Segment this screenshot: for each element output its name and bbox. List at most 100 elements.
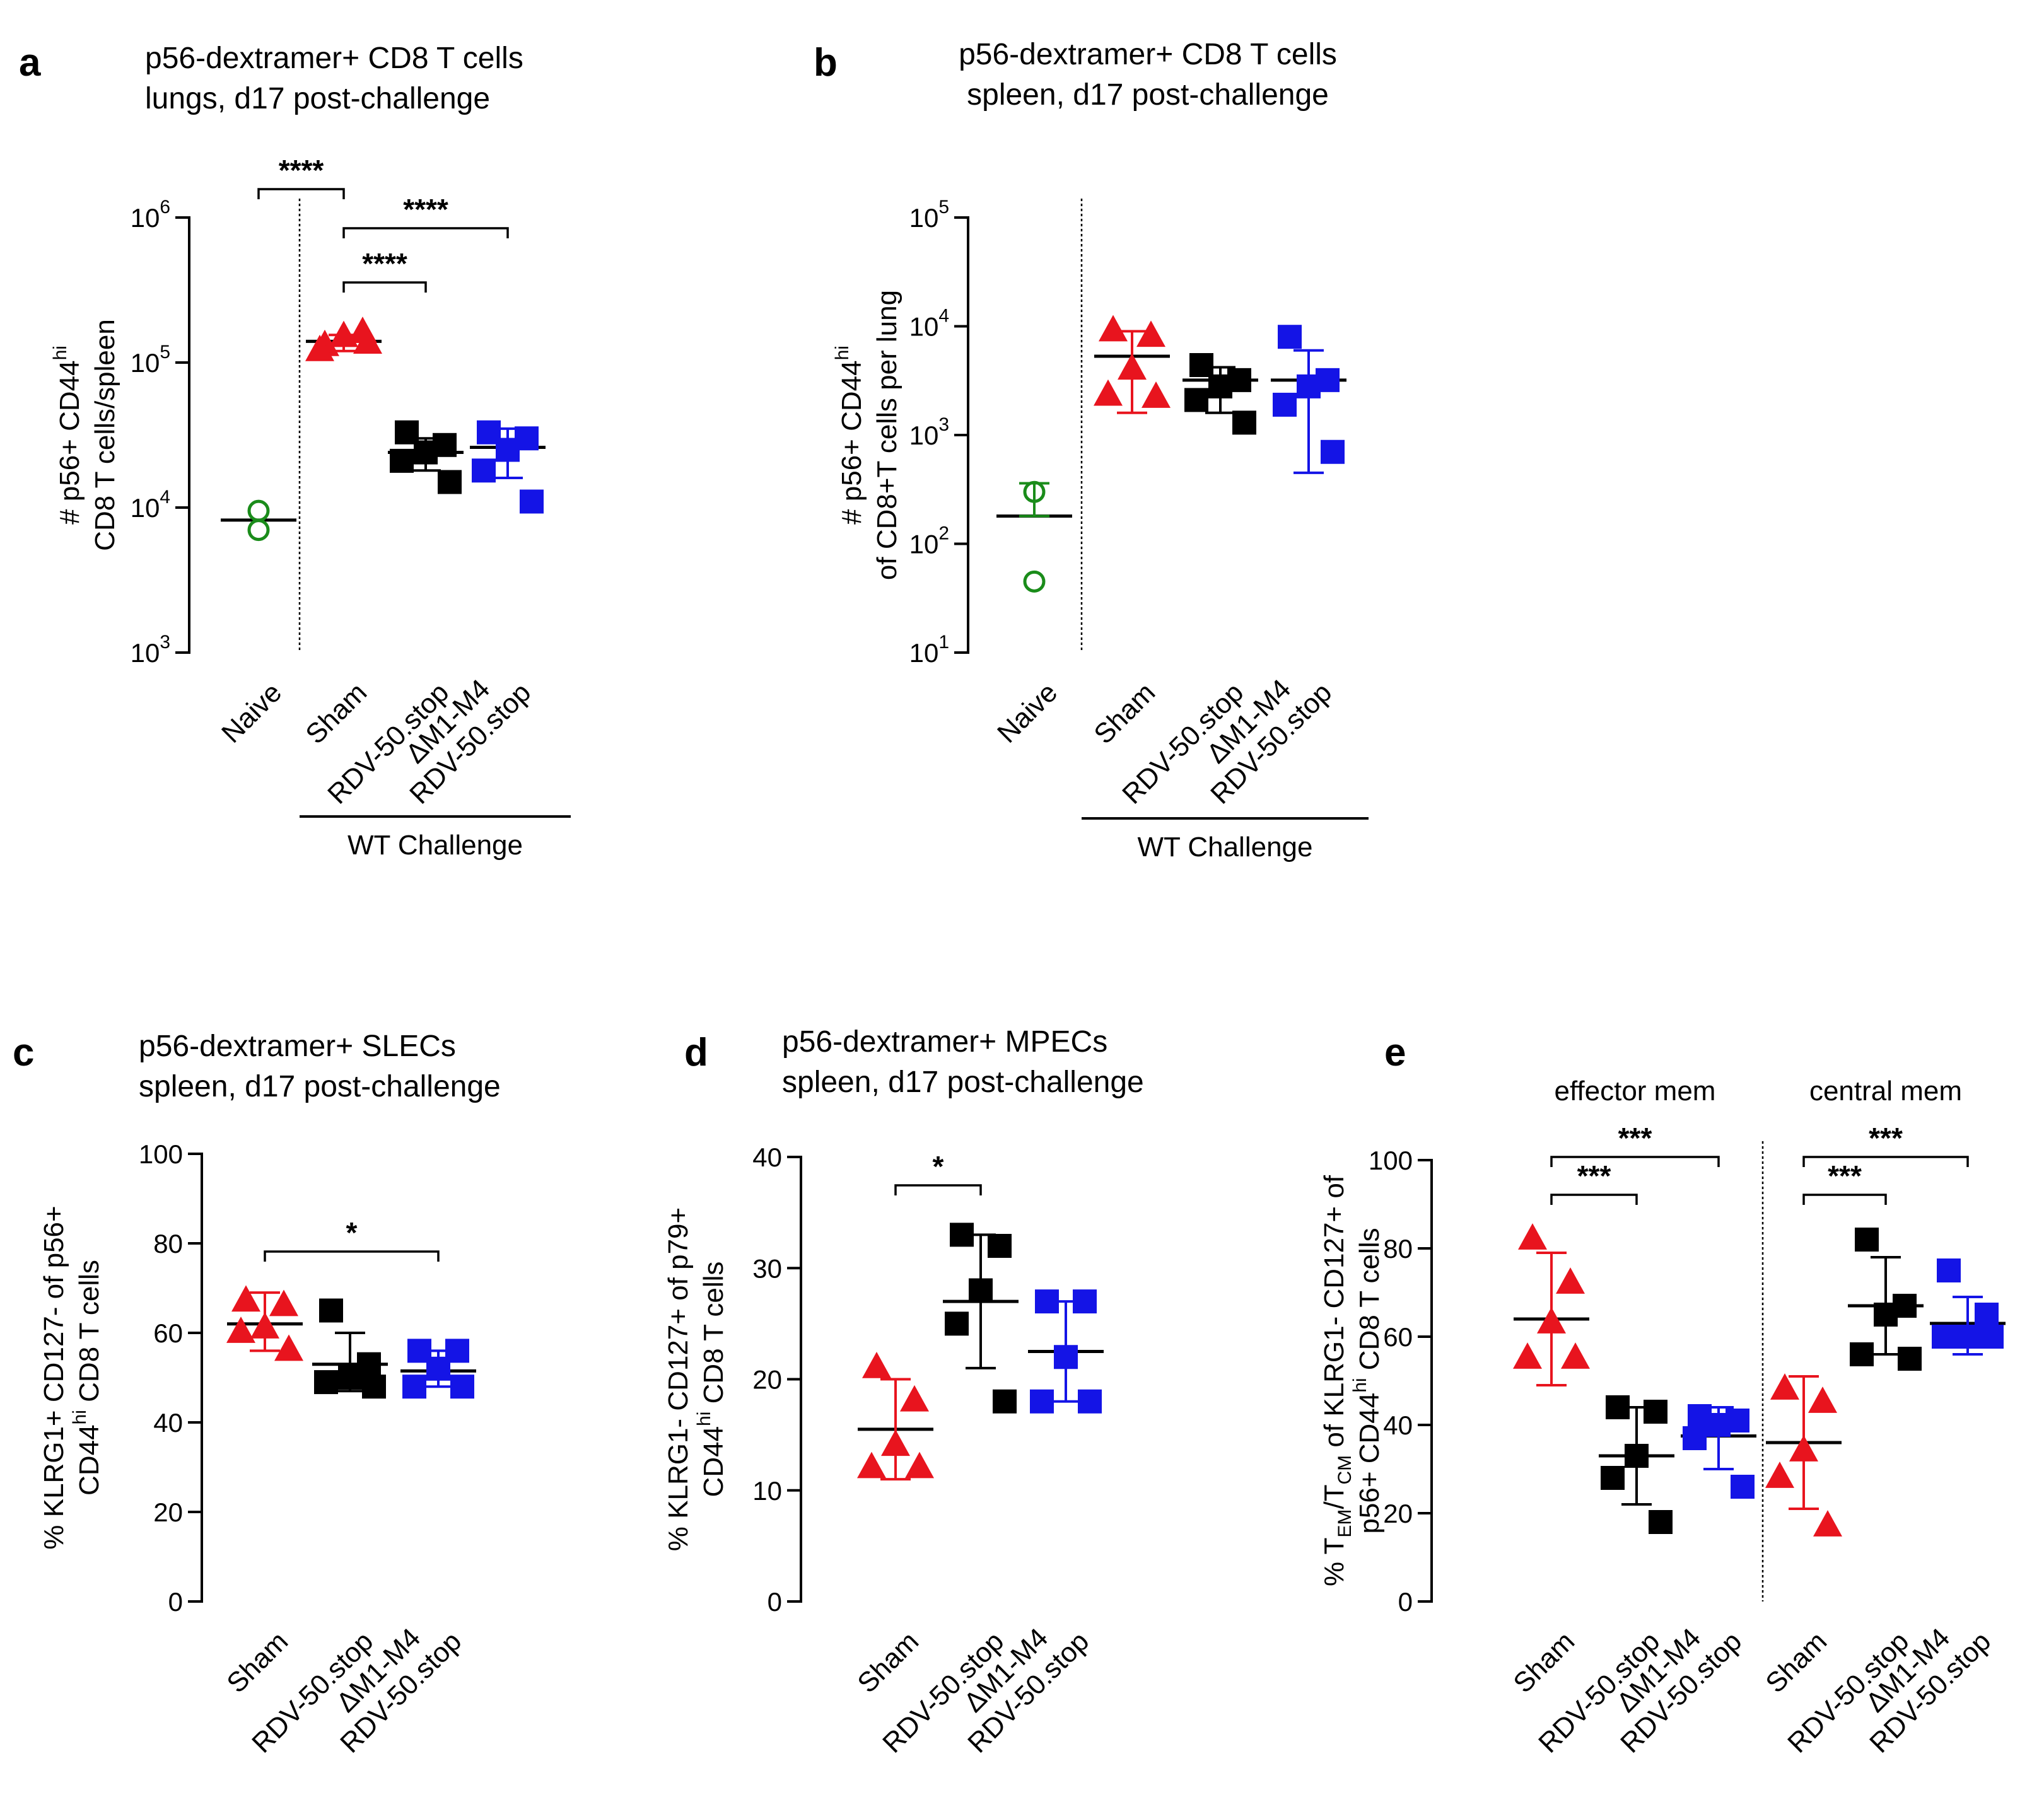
data-point: [1189, 353, 1213, 378]
data-point: [362, 1374, 386, 1399]
bracket-line: [342, 227, 509, 238]
y-tick-label: 20: [153, 1497, 183, 1527]
series-0: [857, 1352, 934, 1481]
data-point: [1789, 1435, 1818, 1462]
y-label-part: CD8 T cells: [698, 1262, 729, 1412]
significance-label: ***: [1828, 1159, 1862, 1192]
data-point: [945, 1311, 969, 1336]
series-5: [1930, 1258, 2006, 1356]
data-point: [1297, 374, 1321, 398]
data-point: [231, 1285, 260, 1312]
data-point: [1770, 1373, 1799, 1400]
y-tick-label: 0: [768, 1587, 782, 1617]
y-label-part: EM: [1334, 1509, 1355, 1538]
series-1: [305, 317, 382, 361]
data-point: [438, 470, 462, 494]
data-point: [1556, 1267, 1585, 1294]
data-point: [520, 489, 544, 514]
data-point: [1278, 325, 1302, 349]
data-point: [1273, 392, 1297, 417]
tick-exp: 5: [938, 197, 949, 218]
y-tick-label: 60: [1383, 1322, 1413, 1352]
subgroup-label: effector mem: [1555, 1076, 1716, 1107]
data-point: [993, 1389, 1017, 1414]
data-point: [1601, 1466, 1625, 1490]
significance-label: *: [346, 1216, 358, 1249]
data-point: [1030, 1389, 1054, 1414]
data-point: [1980, 1325, 2004, 1349]
significance-bracket: ***: [1802, 1122, 1969, 1167]
panel-letter-b: b: [814, 41, 838, 84]
y-label-part: of KLRG1- CD127+ of: [1319, 1175, 1350, 1455]
significance-label: ***: [1869, 1122, 1903, 1154]
x-category-text: Sham: [221, 1626, 294, 1699]
y-label-part: CD44: [698, 1426, 729, 1497]
series-3: [1765, 1373, 1842, 1537]
tick-exp: 3: [938, 414, 949, 435]
y-tick-label: 80: [153, 1229, 183, 1258]
y-tick-label: 104: [909, 306, 949, 342]
x-category-label: Sham: [1760, 1626, 1833, 1699]
subgroup-label: central mem: [1809, 1076, 1962, 1107]
y-tick-label: 40: [752, 1142, 782, 1172]
data-point: [426, 1356, 450, 1381]
data-point: [1707, 1413, 1731, 1437]
y-tick-label: 103: [909, 414, 949, 450]
y-tick-label: 105: [131, 342, 170, 378]
x-category-text: Sham: [851, 1626, 925, 1699]
data-point: [1142, 381, 1171, 408]
y-label-part: CD44: [74, 1424, 105, 1496]
data-point: [969, 1278, 993, 1303]
data-point: [1094, 379, 1123, 406]
x-category-text: Naive: [216, 677, 288, 749]
x-category-label: Naive: [216, 677, 288, 749]
y-tick-label: 100: [1369, 1146, 1413, 1175]
tick-base: 10: [131, 493, 160, 523]
significance-bracket: *: [264, 1216, 440, 1262]
tick-base: 10: [909, 530, 939, 559]
significance-label: *: [933, 1150, 944, 1183]
y-tick-label: 101: [909, 632, 949, 668]
panel-a: a p56-dextramer+ CD8 T cells lungs, d17 po…: [19, 41, 571, 861]
data-point: [1321, 439, 1345, 464]
data-point: [988, 1234, 1012, 1258]
data-point: [1937, 1258, 1961, 1282]
series-1: [1094, 315, 1171, 414]
data-point: [1232, 410, 1256, 435]
y-label-line: CD8 T cells/spleen: [90, 319, 120, 551]
data-point: [1855, 1228, 1879, 1252]
data-point: [305, 334, 334, 361]
x-category-text: Naive: [991, 677, 1063, 749]
data-point: [1078, 1389, 1102, 1414]
data-point: [1649, 1510, 1673, 1534]
tick-base: 10: [909, 638, 939, 668]
data-point: [472, 458, 496, 483]
series-1: [312, 1298, 388, 1399]
x-category-label: Sham: [851, 1626, 925, 1699]
group-label: WT Challenge: [1138, 832, 1313, 863]
y-label-part: hi: [50, 346, 71, 360]
bracket-line: [264, 1250, 440, 1262]
panel-letter-c: c: [13, 1031, 34, 1074]
data-point: [1956, 1325, 1980, 1349]
y-label-part: of CD8+T cells per lung: [872, 290, 902, 580]
panel-title-line: spleen, d17 post-challenge: [782, 1066, 1144, 1099]
panel-title-line: p56-dextramer+ SLECs: [139, 1030, 456, 1063]
data-point: [1932, 1325, 1956, 1349]
x-category-label: Sham: [221, 1626, 294, 1699]
data-point: [353, 327, 382, 354]
data-point: [1850, 1342, 1874, 1366]
tick-exp: 5: [160, 342, 170, 363]
data-point: [1808, 1386, 1837, 1413]
y-label-part: CD8 T cells: [1354, 1228, 1385, 1378]
tick-base: 10: [131, 203, 160, 233]
y-label-line: CD44hi CD8 T cells: [69, 1260, 105, 1496]
data-point: [496, 438, 520, 462]
data-point: [857, 1451, 886, 1479]
bracket-line: [1550, 1156, 1720, 1167]
series-2: [400, 1339, 476, 1399]
data-point: [1118, 353, 1147, 380]
y-tick-label: 80: [1383, 1234, 1413, 1264]
